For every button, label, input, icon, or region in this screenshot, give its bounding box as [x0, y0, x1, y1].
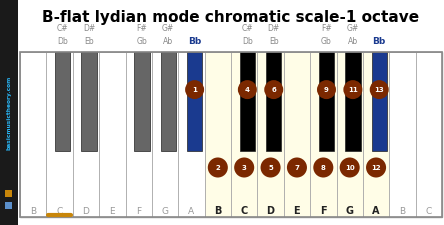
Text: E: E — [110, 207, 115, 216]
Circle shape — [185, 80, 204, 99]
Text: Eb: Eb — [84, 37, 94, 46]
Text: Db: Db — [57, 37, 68, 46]
Bar — [99, 52, 126, 217]
Text: Bb: Bb — [188, 36, 201, 45]
Text: A: A — [188, 207, 194, 216]
Text: B: B — [214, 206, 222, 216]
Circle shape — [340, 158, 360, 178]
Text: Gb: Gb — [321, 37, 332, 46]
Bar — [187, 52, 202, 151]
Text: B: B — [30, 207, 36, 216]
Text: 3: 3 — [242, 164, 246, 171]
Text: 5: 5 — [268, 164, 273, 171]
Bar — [231, 52, 258, 217]
Bar — [205, 52, 389, 217]
Text: C#: C# — [57, 24, 68, 33]
Text: Ab: Ab — [348, 37, 358, 46]
Bar — [5, 202, 12, 209]
Text: G: G — [162, 207, 169, 216]
Circle shape — [366, 158, 386, 178]
Text: 11: 11 — [348, 87, 358, 93]
Text: 6: 6 — [271, 87, 276, 93]
Circle shape — [234, 158, 254, 178]
Text: basicmusictheory.com: basicmusictheory.com — [7, 75, 12, 150]
Bar — [152, 52, 178, 217]
Circle shape — [238, 80, 257, 99]
Bar — [46, 52, 73, 217]
Bar — [240, 52, 255, 151]
Circle shape — [370, 80, 389, 99]
Circle shape — [343, 80, 362, 99]
Text: 4: 4 — [245, 87, 250, 93]
Text: G#: G# — [162, 24, 174, 33]
Bar — [205, 52, 231, 217]
Text: E: E — [293, 206, 300, 216]
Text: 13: 13 — [374, 87, 384, 93]
Text: D: D — [266, 206, 274, 216]
Text: 2: 2 — [215, 164, 220, 171]
Circle shape — [264, 80, 283, 99]
Bar — [20, 52, 46, 217]
Circle shape — [287, 158, 307, 178]
Bar — [363, 52, 389, 217]
Bar — [20, 52, 442, 217]
Bar — [161, 52, 176, 151]
Text: C: C — [426, 207, 432, 216]
Bar — [337, 52, 363, 217]
Text: 12: 12 — [371, 164, 381, 171]
Text: Ab: Ab — [163, 37, 173, 46]
Text: C: C — [56, 207, 63, 216]
Text: F#: F# — [136, 24, 147, 33]
Bar — [389, 52, 416, 217]
Text: C#: C# — [242, 24, 253, 33]
Text: A: A — [373, 206, 380, 216]
Bar — [284, 52, 310, 217]
Bar — [258, 52, 284, 217]
Bar — [134, 52, 150, 151]
Text: G#: G# — [347, 24, 359, 33]
Text: D#: D# — [83, 24, 95, 33]
Bar — [55, 52, 71, 151]
Circle shape — [261, 158, 281, 178]
Text: C: C — [241, 206, 248, 216]
Bar — [20, 52, 442, 217]
Text: B: B — [399, 207, 405, 216]
Bar — [310, 52, 337, 217]
Bar — [5, 190, 12, 197]
Text: Db: Db — [242, 37, 253, 46]
Circle shape — [317, 80, 336, 99]
Bar — [345, 52, 361, 151]
Text: D: D — [83, 207, 89, 216]
Text: 9: 9 — [324, 87, 329, 93]
Text: B-flat lydian mode chromatic scale-1 octave: B-flat lydian mode chromatic scale-1 oct… — [43, 10, 420, 25]
Text: G: G — [346, 206, 354, 216]
Bar — [73, 52, 99, 217]
Bar — [0, 0, 18, 225]
Bar — [266, 52, 281, 151]
Bar — [81, 52, 97, 151]
Text: Gb: Gb — [136, 37, 147, 46]
Bar — [178, 52, 205, 217]
Text: D#: D# — [268, 24, 280, 33]
Text: F: F — [136, 207, 141, 216]
Text: Bb: Bb — [373, 36, 386, 45]
Bar — [416, 52, 442, 217]
Text: 7: 7 — [294, 164, 299, 171]
Circle shape — [208, 158, 228, 178]
Text: 10: 10 — [345, 164, 355, 171]
Text: 1: 1 — [192, 87, 197, 93]
Text: F#: F# — [321, 24, 332, 33]
Text: Eb: Eb — [269, 37, 278, 46]
Bar — [126, 52, 152, 217]
Text: F: F — [320, 206, 327, 216]
Bar — [372, 52, 387, 151]
Circle shape — [313, 158, 333, 178]
Bar — [319, 52, 334, 151]
Text: 8: 8 — [321, 164, 326, 171]
